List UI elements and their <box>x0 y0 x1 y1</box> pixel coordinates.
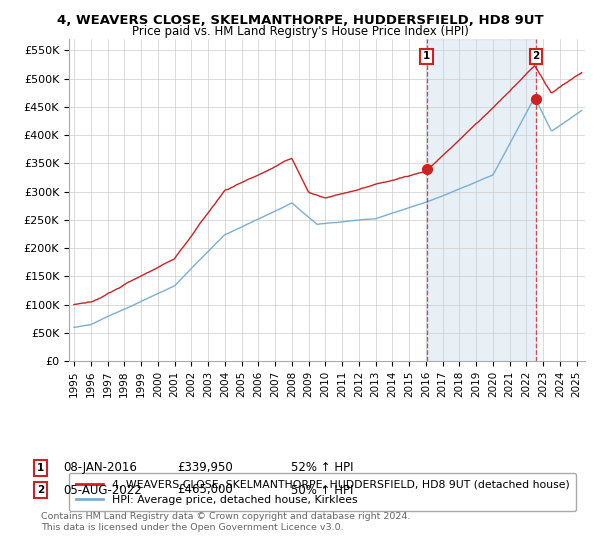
Text: 05-AUG-2022: 05-AUG-2022 <box>63 483 142 497</box>
Legend: 4, WEAVERS CLOSE, SKELMANTHORPE, HUDDERSFIELD, HD8 9UT (detached house), HPI: Av: 4, WEAVERS CLOSE, SKELMANTHORPE, HUDDERS… <box>69 473 576 511</box>
Text: 1: 1 <box>423 51 430 61</box>
Text: 50% ↑ HPI: 50% ↑ HPI <box>291 483 353 497</box>
Text: 2: 2 <box>37 485 44 495</box>
Text: 52% ↑ HPI: 52% ↑ HPI <box>291 461 353 474</box>
Text: Contains HM Land Registry data © Crown copyright and database right 2024.
This d: Contains HM Land Registry data © Crown c… <box>41 512 410 532</box>
Bar <box>427 39 536 361</box>
Text: 1: 1 <box>37 463 44 473</box>
Text: 2: 2 <box>532 51 540 61</box>
Text: 08-JAN-2016: 08-JAN-2016 <box>63 461 137 474</box>
Text: 4, WEAVERS CLOSE, SKELMANTHORPE, HUDDERSFIELD, HD8 9UT: 4, WEAVERS CLOSE, SKELMANTHORPE, HUDDERS… <box>56 14 544 27</box>
Text: £339,950: £339,950 <box>177 461 233 474</box>
Text: £465,000: £465,000 <box>177 483 233 497</box>
Text: Price paid vs. HM Land Registry's House Price Index (HPI): Price paid vs. HM Land Registry's House … <box>131 25 469 38</box>
